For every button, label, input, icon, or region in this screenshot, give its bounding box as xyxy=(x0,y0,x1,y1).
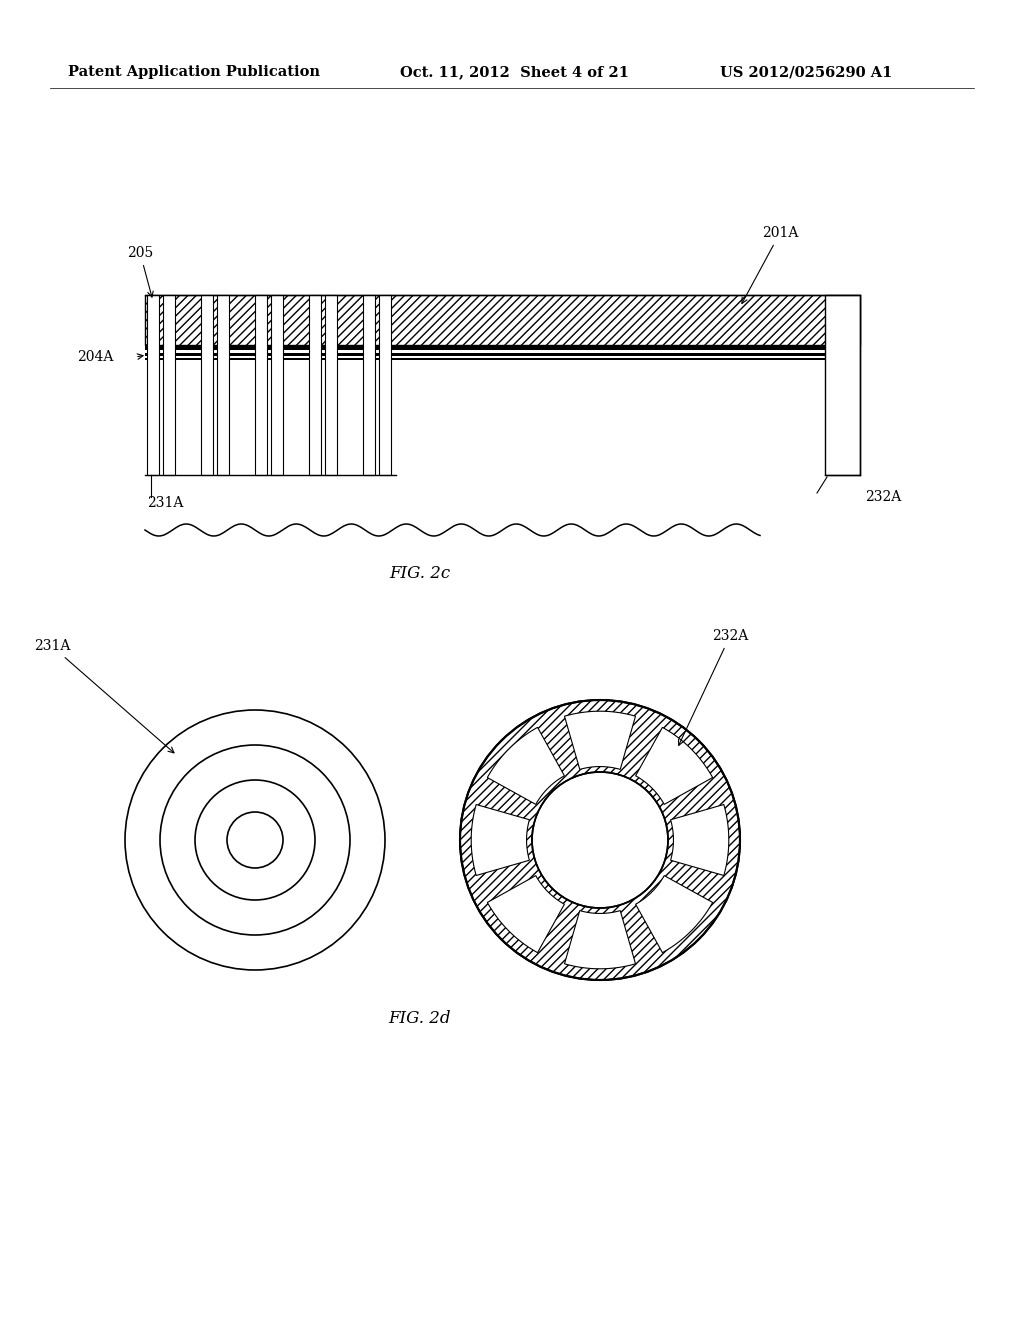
Text: Patent Application Publication: Patent Application Publication xyxy=(68,65,319,79)
Polygon shape xyxy=(636,727,713,804)
Bar xyxy=(201,294,213,475)
Bar xyxy=(271,294,283,475)
Polygon shape xyxy=(671,804,729,875)
Bar xyxy=(362,294,375,475)
Bar xyxy=(325,294,337,475)
Text: 231A: 231A xyxy=(34,639,174,752)
Text: Oct. 11, 2012  Sheet 4 of 21: Oct. 11, 2012 Sheet 4 of 21 xyxy=(400,65,629,79)
Polygon shape xyxy=(487,727,564,804)
Text: 205: 205 xyxy=(127,246,154,297)
Bar xyxy=(145,345,860,350)
Text: 204A: 204A xyxy=(77,350,114,364)
Bar xyxy=(217,294,229,475)
Polygon shape xyxy=(564,711,636,770)
Bar xyxy=(147,294,159,475)
Text: 201A: 201A xyxy=(742,226,798,304)
Text: FIG. 2d: FIG. 2d xyxy=(389,1010,452,1027)
Ellipse shape xyxy=(532,772,668,908)
Bar xyxy=(825,294,860,475)
Text: 232A: 232A xyxy=(679,630,749,746)
Polygon shape xyxy=(487,875,564,953)
Ellipse shape xyxy=(460,700,740,979)
Bar xyxy=(145,352,860,356)
Polygon shape xyxy=(636,875,713,953)
Bar xyxy=(309,294,321,475)
Bar xyxy=(145,358,860,360)
Polygon shape xyxy=(471,804,529,875)
Text: FIG. 2c: FIG. 2c xyxy=(389,565,451,582)
Text: US 2012/0256290 A1: US 2012/0256290 A1 xyxy=(720,65,892,79)
Text: 232A: 232A xyxy=(865,490,901,504)
Text: 231A: 231A xyxy=(147,496,183,510)
Bar xyxy=(145,294,860,345)
Polygon shape xyxy=(564,911,636,969)
Bar xyxy=(255,294,267,475)
Bar xyxy=(379,294,391,475)
Bar xyxy=(163,294,175,475)
